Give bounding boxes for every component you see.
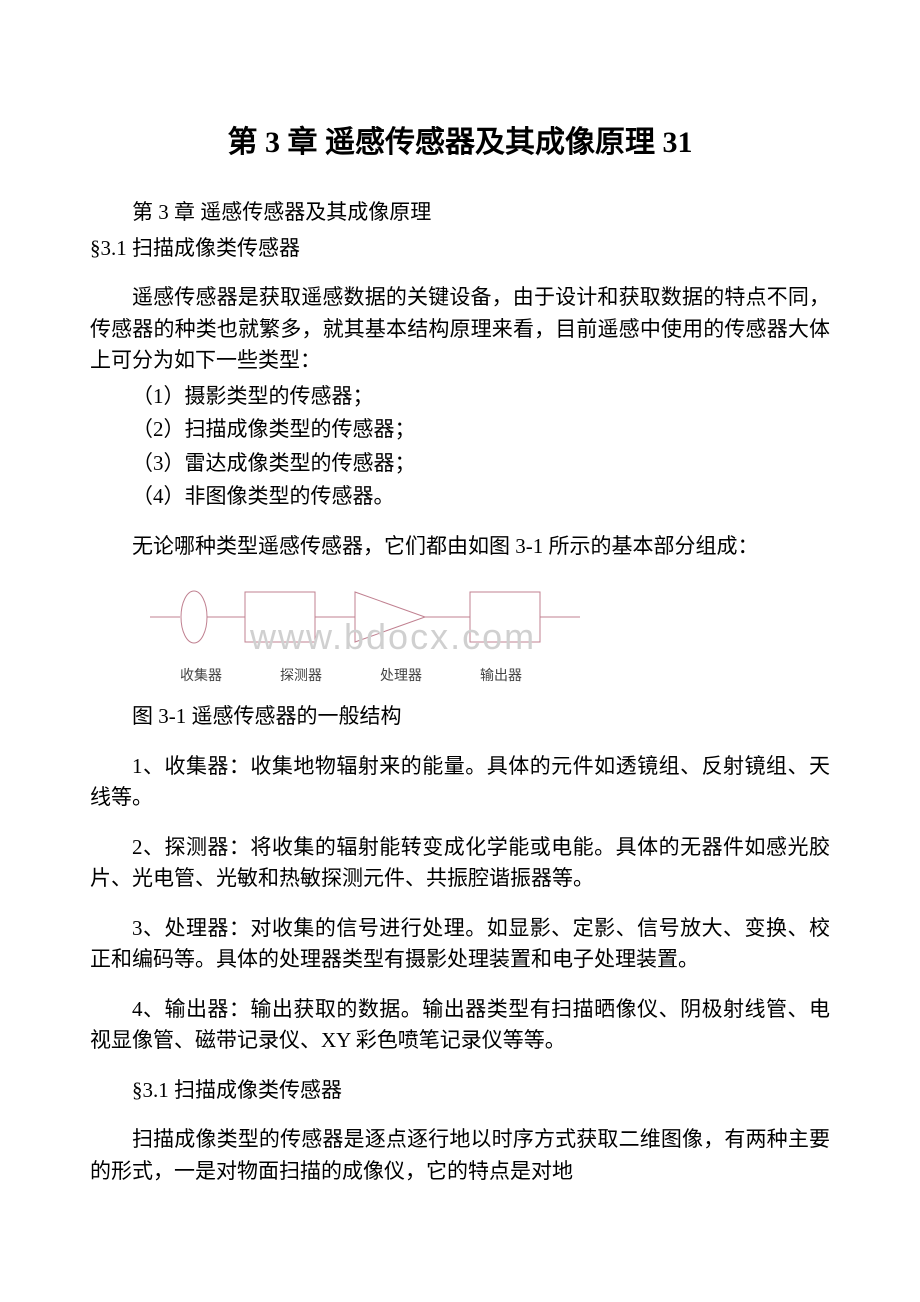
list-item-3: （3）雷达成像类型的传感器； (90, 448, 830, 480)
diagram-label-1: 收集器 (180, 666, 222, 687)
intro-paragraph: 遥感传感器是获取遥感数据的关键设备，由于设计和获取数据的特点不同，传感器的种类也… (90, 282, 830, 377)
list-item-1: （1）摄影类型的传感器； (90, 381, 830, 413)
diagram-label-4: 输出器 (480, 666, 522, 687)
section-header: §3.1 扫描成像类传感器 (90, 233, 830, 265)
diagram-label-3: 处理器 (380, 666, 422, 687)
paragraph-3: 3、处理器：对收集的信号进行处理。如显影、定影、信号放大、变换、校正和编码等。具… (90, 913, 830, 976)
paragraph-1: 1、收集器：收集地物辐射来的能量。具体的元件如透镜组、反射镜组、天线等。 (90, 751, 830, 814)
diagram-label-2: 探测器 (280, 666, 322, 687)
figure-caption: 图 3-1 遥感传感器的一般结构 (90, 701, 830, 733)
diagram-labels: 收集器 探测器 处理器 输出器 (180, 666, 830, 687)
paragraph-2: 2、探测器：将收集的辐射能转变成化学能或电能。具体的无器件如感光胶片、光电管、光… (90, 832, 830, 895)
after-list-paragraph: 无论哪种类型遥感传感器，它们都由如图 3-1 所示的基本部分组成： (90, 531, 830, 563)
chapter-subtitle: 第 3 章 遥感传感器及其成像原理 (90, 197, 830, 229)
page-title: 第 3 章 遥感传感器及其成像原理 31 (90, 120, 830, 165)
paragraph-4: 4、输出器：输出获取的数据。输出器类型有扫描晒像仪、阴极射线管、电视显像管、磁带… (90, 994, 830, 1057)
diagram-3-1: www.bdocx.com 收集器 探测器 处理器 输出器 (150, 582, 830, 687)
list-item-2: （2）扫描成像类型的传感器； (90, 414, 830, 446)
diagram-svg (150, 582, 590, 662)
section-header-repeat: §3.1 扫描成像类传感器 (90, 1075, 830, 1107)
list-item-4: （4）非图像类型的传感器。 (90, 481, 830, 513)
tail-paragraph: 扫描成像类型的传感器是逐点逐行地以时序方式获取二维图像，有两种主要的形式，一是对… (90, 1124, 830, 1187)
